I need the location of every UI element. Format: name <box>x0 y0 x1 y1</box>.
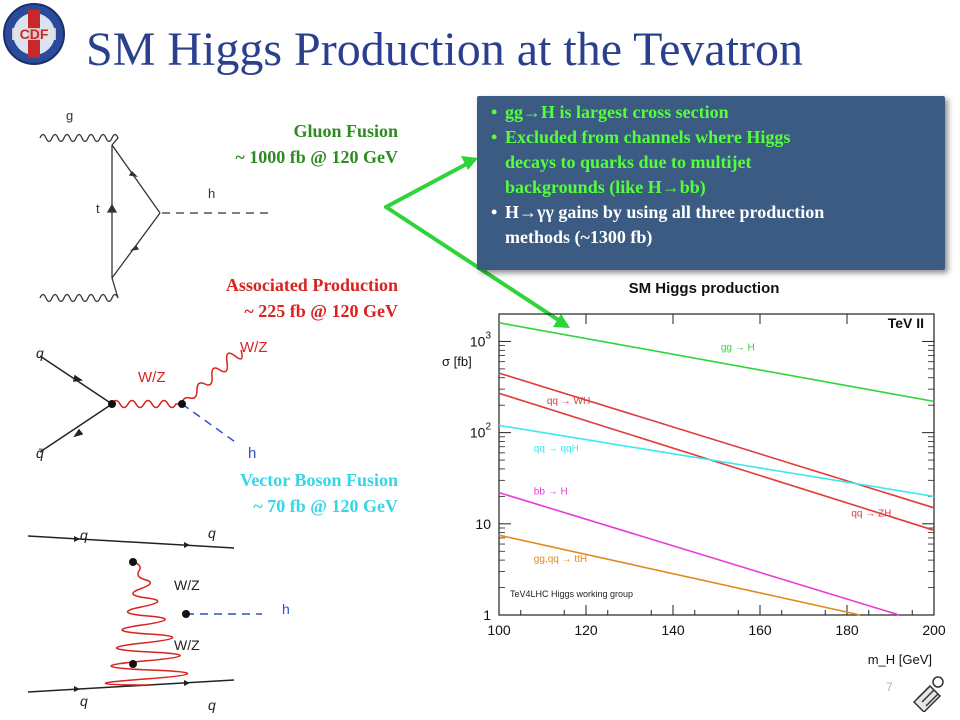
callout-box: gg→H is largest cross section Excluded f… <box>477 96 945 270</box>
assoc-qbar-label: q̄ <box>36 445 44 461</box>
feynman-diagrams: g t h q q̄ W/Z W/Z h q q q q W/Z W/Z h <box>27 108 290 713</box>
vector-boson-fusion-label: Vector Boson Fusion ~ 70 fb @ 120 GeV <box>239 470 398 516</box>
assoc-wz2-label: W/Z <box>240 339 268 356</box>
higgs-xsec-chart: SM Higgs production TeV II TeV4LHC Higgs… <box>442 280 946 667</box>
associated-production-label: Associated Production ~ 225 fb @ 120 GeV <box>225 275 398 321</box>
series-label: qq → qqH <box>534 444 579 455</box>
vbf-h-label: h <box>282 601 290 617</box>
callout-item-1: gg→H is largest cross section <box>477 100 943 125</box>
callout-item-3: H→γγ gains by using all three production… <box>477 200 943 250</box>
callout-item-2: Excluded from channels where Higgs decay… <box>477 125 943 200</box>
logo-text: CDF <box>20 26 49 42</box>
y-tick-label: 102 <box>470 422 492 441</box>
x-tick-label: 100 <box>487 622 511 638</box>
series-line <box>498 491 900 616</box>
series-line <box>498 392 935 532</box>
x-axis-label: m_H [GeV] <box>868 652 932 667</box>
gluon-fusion-diagram <box>39 133 272 303</box>
cdf-logo: CDF <box>3 3 65 65</box>
y-tick-label: 1 <box>483 607 491 623</box>
tev-label: TeV II <box>888 315 924 331</box>
assoc-h-label: h <box>248 445 256 462</box>
ggf-t-label: t <box>96 201 100 216</box>
gluon-fusion-label: Gluon Fusion ~ 1000 fb @ 120 GeV <box>235 121 398 167</box>
footer-logo-icon <box>912 676 944 712</box>
vbf-diagram <box>27 535 262 693</box>
x-tick-label: 180 <box>835 622 859 638</box>
vbf-q1-label: q <box>80 527 88 543</box>
vbf-wz1-label: W/Z <box>174 577 200 593</box>
y-tick-label: 103 <box>470 330 492 349</box>
page-number: 7 <box>886 680 893 694</box>
slide-title: SM Higgs Production at the Tevatron <box>86 23 804 76</box>
chart-title: SM Higgs production <box>629 280 780 297</box>
vbf-q3-label: q <box>80 693 88 709</box>
x-tick-label: 200 <box>922 622 946 638</box>
assoc-wz1-label: W/Z <box>138 369 166 386</box>
y-tick-label: 10 <box>475 516 491 532</box>
associated-production-diagram <box>39 349 243 453</box>
series-label: bb → H <box>534 486 568 497</box>
plot-frame <box>498 313 935 616</box>
series-line <box>498 322 935 403</box>
arrow-head-up <box>461 156 478 170</box>
series-line <box>498 534 861 616</box>
vbf-q2-label: q <box>208 525 216 541</box>
series-label: gg,qq → ttH <box>534 554 587 565</box>
vbf-wz2-label: W/Z <box>174 637 200 653</box>
assoc-q-label: q <box>36 345 44 361</box>
x-tick-label: 160 <box>748 622 772 638</box>
x-tick-label: 140 <box>661 622 685 638</box>
series-line <box>498 424 935 498</box>
series-label: qq → ZH <box>851 509 891 520</box>
series-label: gg → H <box>721 342 755 353</box>
y-axis-label: σ [fb] <box>442 354 472 369</box>
ggf-h-label: h <box>208 186 215 201</box>
series-label: qq → WH <box>547 396 590 407</box>
ggf-g-label: g <box>66 108 73 123</box>
x-tick-label: 120 <box>574 622 598 638</box>
working-group-label: TeV4LHC Higgs working group <box>510 589 633 599</box>
vbf-q4-label: q <box>208 697 216 713</box>
